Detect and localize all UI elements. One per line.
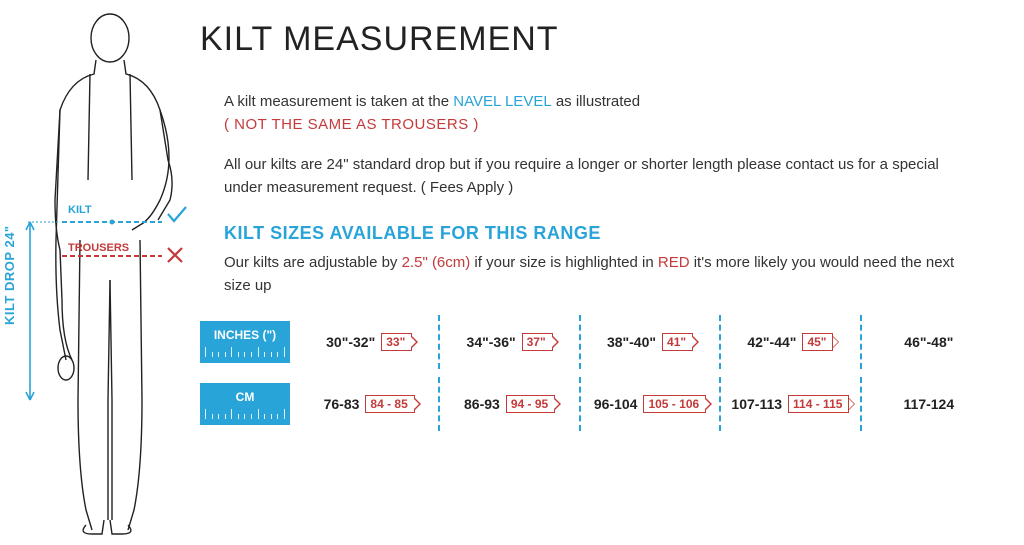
inch-base: 30"-32" (326, 334, 375, 350)
cm-row: CM 76-83 84 - 85 86-93 94 - 95 96-104 105 - 1… (200, 377, 1000, 431)
inches-chip: INCHES (") (200, 321, 290, 363)
cm-base: 76-83 (324, 396, 360, 412)
page-title: KILT MEASUREMENT (200, 20, 1010, 59)
kilt-line-label: KILT (68, 204, 92, 216)
ruler-ticks-icon (205, 407, 285, 419)
inches-row: INCHES (") 30"-32" 33" 34"-36" 37" 38"-40" 41… (200, 315, 1000, 369)
navel-highlight: NAVEL LEVEL (453, 93, 551, 110)
cm-cell: 86-93 94 - 95 (440, 377, 580, 431)
inch-overflow-tag: 41" (662, 333, 693, 351)
inch-overflow-tag: 45" (802, 333, 833, 351)
intro-paragraph-1: A kilt measurement is taken at the NAVEL… (200, 91, 980, 136)
cm-base: 96-104 (594, 396, 638, 412)
trousers-line-label: TROUSERS (68, 242, 129, 254)
cm-overflow-tag: 105 - 106 (643, 395, 706, 413)
ruler-ticks-icon (205, 345, 285, 357)
measurement-diagram: KILT DROP 24" KILT TROUSERS (0, 0, 200, 540)
cm-overflow-tag: 84 - 85 (365, 395, 414, 413)
inch-overflow-tag: 33" (381, 333, 412, 351)
inch-cell: 38"-40" 41" (581, 315, 721, 369)
inch-base: 46"-48" (904, 334, 953, 350)
cm-overflow-tag: 94 - 95 (506, 395, 555, 413)
inch-base: 42"-44" (747, 334, 796, 350)
cm-cell: 117-124 (862, 377, 1000, 431)
inch-overflow-tag: 37" (522, 333, 553, 351)
size-grid: INCHES (") 30"-32" 33" 34"-36" 37" 38"-40" 41… (200, 315, 1000, 431)
cm-cell: 96-104 105 - 106 (581, 377, 721, 431)
not-trousers-warning: ( NOT THE SAME AS TROUSERS ) (224, 116, 479, 133)
cm-cell: 76-83 84 - 85 (300, 377, 440, 431)
cm-base: 107-113 (731, 396, 782, 412)
cm-overflow-tag: 114 - 115 (788, 395, 849, 413)
inch-cell: 42"-44" 45" (721, 315, 861, 369)
cm-base: 117-124 (904, 396, 955, 412)
cm-cell: 107-113 114 - 115 (721, 377, 861, 431)
content-area: KILT MEASUREMENT A kilt measurement is t… (200, 20, 1010, 439)
inch-base: 34"-36" (467, 334, 516, 350)
inch-cell: 34"-36" 37" (440, 315, 580, 369)
inch-base: 38"-40" (607, 334, 656, 350)
cm-base: 86-93 (464, 396, 500, 412)
drop-label: KILT DROP 24" (2, 225, 17, 325)
inch-cell: 46"-48" (862, 315, 1000, 369)
cm-chip: CM (200, 383, 290, 425)
inch-cell: 30"-32" 33" (300, 315, 440, 369)
intro-paragraph-2: All our kilts are 24" standard drop but … (200, 154, 980, 199)
sizes-subtext: Our kilts are adjustable by 2.5" (6cm) i… (200, 252, 980, 297)
sizes-heading: KILT SIZES AVAILABLE FOR THIS RANGE (224, 223, 1010, 244)
